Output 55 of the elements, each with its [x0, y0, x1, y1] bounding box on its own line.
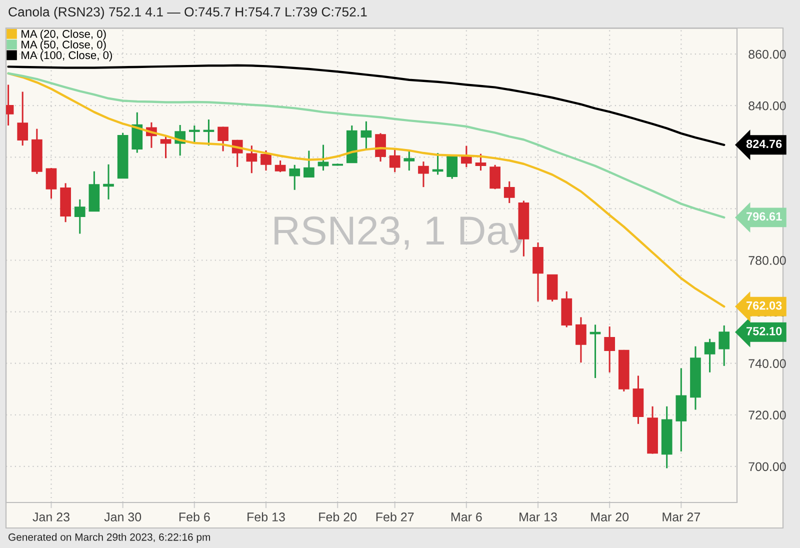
candlestick [490, 164, 500, 190]
data-label: 824.76 [746, 140, 782, 148]
candlestick [475, 153, 486, 172]
candlestick [218, 126, 228, 152]
candlestick [389, 147, 400, 173]
text: Generated on March 29th 2023, 6:22:16 pm [8, 533, 210, 543]
x-tick-label: Feb 6 [179, 512, 210, 522]
x-tick-label: Feb 27 [376, 512, 414, 522]
candlestick [17, 90, 28, 146]
candlestick [203, 118, 214, 146]
candlestick [289, 164, 300, 191]
candlestick [160, 136, 172, 159]
y-tick-label: 860.00 [748, 50, 786, 59]
candlestick [432, 152, 444, 176]
x-tick-label: Mar 13 [520, 512, 557, 522]
chart-title: Canola (RSN23) 752.1 4.1 — O:745.7 H:754.7 L:739 C:752.1 [8, 6, 367, 20]
candlestick [246, 144, 258, 174]
x-tick-label: Mar 27 [662, 512, 700, 522]
y-tick-label: 720.00 [748, 410, 786, 420]
text: 752.10 [746, 326, 782, 336]
line-series [7, 72, 726, 308]
x-tick-label: Feb 13 [248, 512, 285, 522]
y-tick-label: 700.00 [748, 462, 786, 472]
candlestick [260, 150, 272, 172]
candlestick [704, 338, 716, 374]
data-label: 762.03 [746, 301, 782, 310]
candlestick [132, 112, 143, 154]
candlestick [590, 324, 601, 379]
candlestick [404, 150, 415, 172]
candlestick [46, 167, 57, 200]
candlestick [604, 326, 616, 374]
candlestick [576, 316, 586, 364]
x-tick-label: Jan 30 [104, 512, 142, 522]
candlestick [418, 160, 429, 188]
x-tick-label: Jan 23 [32, 512, 70, 522]
candlestick [504, 180, 515, 204]
candlestick [718, 324, 730, 367]
candlestick [375, 132, 386, 162]
legend-label: MA (100, Close, 0) [22, 50, 112, 62]
legend-label: MA (50, Close, 0) [22, 40, 106, 51]
candlestick [274, 160, 286, 173]
x-tick-label: Mar 20 [591, 512, 629, 522]
x-tick-label: Feb 20 [319, 512, 357, 522]
y-tick-label: 740.00 [748, 359, 786, 368]
candlestick [188, 124, 200, 144]
candlestick [304, 150, 314, 178]
candlestick [103, 164, 114, 200]
data-label: 796.61 [746, 212, 782, 221]
line-series [7, 64, 726, 146]
candlestick [74, 198, 86, 234]
legend-label: MA (20, Close, 0) [22, 30, 106, 40]
candlestick [360, 120, 372, 152]
x-tick-label: Mar 6 [451, 512, 482, 522]
y-tick-label: 840.00 [748, 101, 786, 110]
y-tick-label: 780.00 [748, 256, 786, 265]
